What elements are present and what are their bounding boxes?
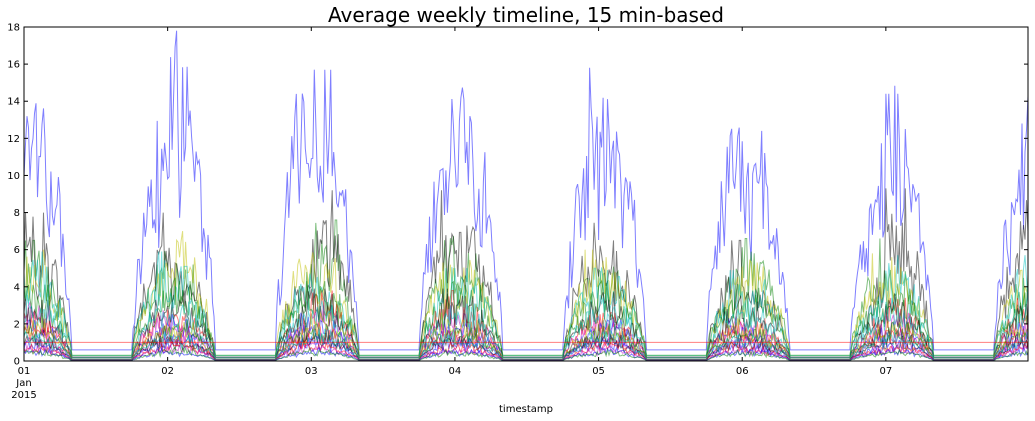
series-line [23, 251, 1029, 356]
y-tick-label: 18 [7, 23, 20, 34]
x-tick-label: 05 [592, 366, 605, 377]
x-tick-label: 2015 [11, 390, 36, 401]
y-tick-label: 2 [14, 319, 20, 330]
series-line [23, 30, 1029, 351]
y-axis: 0 2 4 6 8 10 12 14 16 18 [7, 23, 1028, 368]
x-tick-label: 01 [18, 366, 31, 377]
y-tick-label: 12 [7, 134, 20, 145]
x-tick-label: 03 [305, 366, 318, 377]
x-tick-label: Jan [15, 378, 31, 389]
chart-title: Average weekly timeline, 15 min-based [328, 3, 724, 27]
y-tick-label: 16 [7, 60, 20, 71]
x-tick-label: 07 [879, 366, 892, 377]
series-line [23, 327, 1029, 360]
x-axis-label: timestamp [499, 404, 553, 415]
series-group [23, 30, 1029, 362]
y-tick-label: 10 [7, 171, 20, 182]
plot-frame [23, 26, 1029, 362]
y-tick-label: 14 [7, 97, 20, 108]
y-tick-label: 8 [14, 208, 20, 219]
x-tick-label: 04 [449, 366, 462, 377]
y-tick-label: 4 [14, 282, 20, 293]
y-tick-label: 0 [14, 357, 20, 368]
series-line [23, 294, 1029, 358]
y-tick-label: 6 [14, 245, 20, 256]
x-tick-label: 06 [736, 366, 749, 377]
x-tick-label: 02 [161, 366, 174, 377]
